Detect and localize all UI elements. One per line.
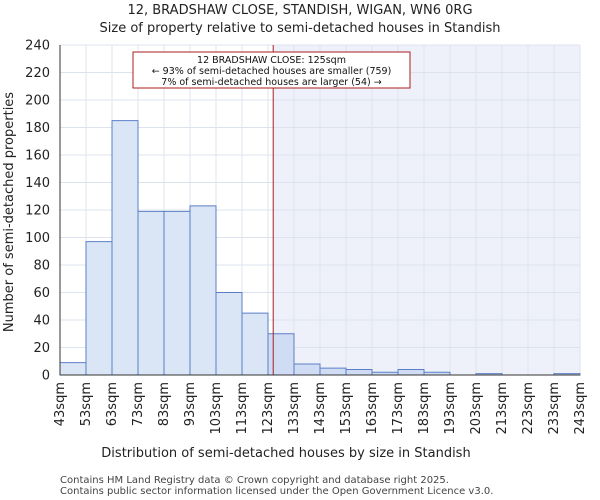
x-tick-label: 93sqm: [183, 382, 198, 426]
x-tick-label: 193sqm: [443, 382, 458, 435]
bar-173sqm: [397, 369, 425, 376]
x-tick-label: 73sqm: [131, 382, 146, 426]
bar-153sqm: [345, 369, 373, 376]
annotation-line3: 7% of semi-detached houses are larger (5…: [161, 77, 381, 88]
x-tick-label: 203sqm: [469, 382, 484, 435]
x-tick-label: 223sqm: [521, 382, 536, 435]
bar-83sqm: [163, 210, 191, 376]
footer-line-1: Contains HM Land Registry data © Crown c…: [60, 475, 449, 486]
y-tick-label: 240: [25, 39, 50, 54]
y-axis-label: Number of semi-detached properties: [2, 92, 17, 332]
bar-113sqm: [241, 312, 269, 376]
x-tick-label: 103sqm: [209, 382, 224, 435]
chart-subtitle: Size of property relative to semi-detach…: [100, 21, 501, 36]
y-tick-label: 180: [25, 121, 50, 136]
y-tick-label: 60: [33, 286, 50, 301]
bar-133sqm: [293, 363, 321, 376]
y-tick-label: 100: [25, 231, 50, 246]
x-tick-label: 143sqm: [313, 382, 328, 435]
x-tick-label: 183sqm: [417, 382, 432, 435]
bar-43sqm: [59, 362, 87, 376]
annotation-line1: 12 BRADSHAW CLOSE: 125sqm: [197, 55, 346, 66]
y-tick-label: 120: [25, 204, 50, 219]
y-tick-label: 20: [33, 341, 50, 356]
y-tick-label: 80: [33, 259, 50, 274]
x-tick-label: 113sqm: [235, 382, 250, 435]
bar-53sqm: [85, 241, 113, 376]
plot-area: 0 20 40 60 80 100 120 140 160 180 200 220 240 43sqm 53…: [25, 39, 588, 435]
annotation-line2: ← 93% of semi-detached houses are smalle…: [152, 66, 392, 77]
x-tick-label: 63sqm: [105, 382, 120, 426]
footer-line-2: Contains public sector information licen…: [60, 486, 493, 497]
y-tick-label: 40: [33, 314, 50, 329]
chart-title: 12, BRADSHAW CLOSE, STANDISH, WIGAN, WN6…: [127, 3, 472, 18]
bar-63sqm: [111, 120, 139, 376]
x-tick-label: 243sqm: [573, 382, 588, 435]
y-tick-label: 200: [25, 94, 50, 109]
y-tick-label: 160: [25, 149, 50, 164]
bar-143sqm: [319, 367, 347, 376]
x-tick-label: 83sqm: [157, 382, 172, 426]
annotation-box: [132, 51, 411, 89]
x-tick-label: 53sqm: [79, 382, 94, 426]
x-tick-label: 163sqm: [365, 382, 380, 435]
bar-103sqm: [215, 292, 243, 376]
x-tick-label: 213sqm: [495, 382, 510, 435]
bar-123sqm: [267, 333, 295, 376]
x-tick-label: 43sqm: [53, 382, 68, 426]
x-axis-label: Distribution of semi-detached houses by …: [101, 446, 470, 461]
x-tick-label: 173sqm: [391, 382, 406, 435]
x-tick-label: 233sqm: [547, 382, 562, 435]
bar-93sqm: [189, 205, 217, 376]
x-tick-label: 133sqm: [287, 382, 302, 435]
x-tick-label: 153sqm: [339, 382, 354, 435]
bar-73sqm: [137, 210, 165, 376]
y-tick-label: 140: [25, 176, 50, 191]
x-tick-label: 123sqm: [261, 382, 276, 435]
y-tick-label: 0: [42, 369, 50, 384]
y-tick-label: 220: [25, 66, 50, 81]
